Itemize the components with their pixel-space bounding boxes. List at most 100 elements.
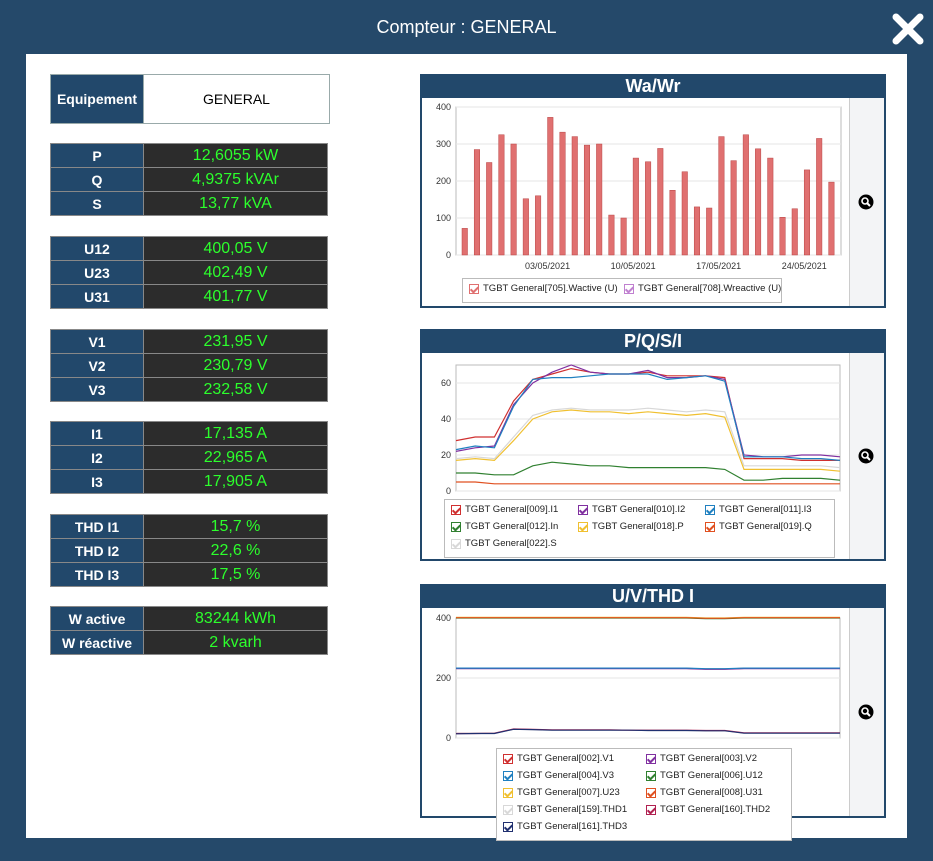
measurement-label: P (51, 144, 143, 167)
legend-checkbox[interactable] (578, 521, 588, 532)
zoom-icon (858, 194, 874, 210)
legend-checkbox[interactable] (646, 753, 656, 764)
measurement-row: THD I3 17,5 % (50, 562, 328, 587)
legend-checkbox[interactable] (503, 770, 513, 781)
series-line (455, 407, 841, 469)
measurement-value: 17,905 A (143, 470, 327, 493)
legend-item[interactable]: TGBT General[012].In (451, 521, 558, 532)
main-content: Equipement GENERAL P 12,6055 kW Q 4,9375 kV… (26, 54, 907, 841)
legend-label: TGBT General[004].V3 (517, 770, 614, 781)
chart-title: P/Q/S/I (623, 331, 683, 351)
chart-legend: TGBT General[002].V1 TGBT General[003].V2… (496, 748, 792, 841)
measurement-value: 22,6 % (143, 539, 327, 562)
legend-item[interactable]: TGBT General[007].U23 (503, 787, 620, 798)
legend-checkbox[interactable] (451, 504, 461, 515)
legend-checkbox[interactable] (624, 283, 634, 294)
x-tick-label: 17/05/2021 (696, 261, 741, 271)
legend-checkbox[interactable] (451, 538, 461, 549)
equipement-label: Equipement (51, 75, 143, 123)
measurement-value: 22,965 A (143, 446, 327, 469)
legend-label: TGBT General[708].Wreactive (U) (638, 283, 782, 294)
measurement-value: 12,6055 kW (143, 144, 327, 167)
uv-thd-chart: 0 200 400 (436, 613, 841, 743)
close-button[interactable] (891, 12, 925, 46)
legend-checkbox[interactable] (503, 821, 513, 832)
bar (461, 228, 468, 256)
legend-checkbox[interactable] (503, 787, 513, 798)
y-tick-label: 0 (446, 733, 451, 743)
wa-wr-chart: 0 100 200 300 400 03/05/2021 10/05/2021 17/05/2… (436, 102, 842, 271)
series-line (456, 461, 841, 481)
y-tick-label: 0 (446, 250, 451, 260)
legend-item[interactable]: TGBT General[019].Q (705, 521, 812, 532)
legend-item[interactable]: TGBT General[159].THD1 (503, 804, 627, 815)
legend-checkbox[interactable] (503, 753, 513, 764)
legend-label: TGBT General[006].U12 (660, 770, 763, 781)
zoom-icon (858, 448, 874, 464)
legend-checkbox[interactable] (451, 521, 461, 532)
legend-checkbox[interactable] (469, 283, 479, 294)
zoom-button[interactable] (849, 608, 884, 816)
measurement-row: V3 232,58 V (50, 377, 328, 402)
measurement-value: 83244 kWh (143, 607, 327, 630)
bar (510, 143, 517, 256)
measurement-row: I1 17,135 A (50, 421, 328, 446)
measurement-value: 231,95 V (143, 330, 327, 353)
y-tick-label: 200 (436, 673, 451, 683)
legend-label: TGBT General[008].U31 (660, 787, 763, 798)
legend-item[interactable]: TGBT General[006].U12 (646, 770, 763, 781)
series-line (456, 667, 840, 670)
legend-checkbox[interactable] (705, 521, 715, 532)
legend-item[interactable]: TGBT General[705].Wactive (U) (469, 283, 618, 294)
zoom-button[interactable] (849, 98, 884, 306)
legend-item[interactable]: TGBT General[002].V1 (503, 753, 614, 764)
legend-checkbox[interactable] (578, 504, 588, 515)
legend-item[interactable]: TGBT General[011].I3 (705, 504, 812, 515)
zoom-button[interactable] (849, 353, 884, 559)
legend-checkbox[interactable] (646, 804, 656, 815)
legend-label: TGBT General[002].V1 (517, 753, 614, 764)
legend-item[interactable]: TGBT General[008].U31 (646, 787, 763, 798)
legend-checkbox[interactable] (646, 770, 656, 781)
y-tick-label: 100 (436, 213, 451, 223)
measurement-value: 13,77 kVA (143, 192, 327, 215)
series-line (455, 367, 840, 462)
measurement-label: THD I3 (51, 563, 143, 586)
legend-item[interactable]: TGBT General[161].THD3 (503, 821, 627, 832)
legend-label: TGBT General[159].THD1 (517, 804, 628, 815)
legend-label: TGBT General[012].In (465, 521, 559, 532)
measurement-label: W réactive (51, 631, 143, 654)
bar (755, 148, 762, 256)
measurement-row: U31 401,77 V (50, 284, 328, 309)
legend-item[interactable]: TGBT General[010].I2 (578, 504, 685, 515)
legend-item[interactable]: TGBT General[003].V2 (646, 753, 757, 764)
legend-label: TGBT General[161].THD3 (517, 821, 628, 832)
legend-item[interactable]: TGBT General[022].S (451, 538, 557, 549)
legend-item[interactable]: TGBT General[018].P (578, 521, 684, 532)
measurement-row: V2 230,79 V (50, 353, 328, 378)
measurement-value: 401,77 V (143, 285, 327, 308)
bar (767, 157, 774, 256)
legend-label: TGBT General[011].I3 (719, 504, 812, 515)
legend-checkbox[interactable] (646, 787, 656, 798)
measurement-group: U12 400,05 V U23 402,49 V U31 401,77 V (50, 236, 328, 309)
window-title: Compteur : GENERAL (376, 17, 557, 37)
legend-item[interactable]: TGBT General[708].Wreactive (U) (624, 283, 781, 294)
pqsi-chart: 0 20 40 60 (441, 364, 841, 496)
x-tick-label: 24/05/2021 (782, 261, 827, 271)
legend-checkbox[interactable] (705, 504, 715, 515)
series-line (456, 481, 840, 485)
measurement-value: 17,135 A (143, 422, 327, 445)
equipement-value: GENERAL (143, 75, 329, 123)
measurement-group: V1 231,95 V V2 230,79 V V3 232,58 V (50, 329, 328, 402)
measurement-label: THD I1 (51, 515, 143, 538)
bar (718, 136, 725, 256)
chart-panel-wa-wr: Wa/Wr 0 100 200 300 400 03/05/2021 10/05/2021 1… (420, 74, 886, 308)
measurement-row: W réactive 2 kvarh (50, 630, 328, 655)
legend-checkbox[interactable] (503, 804, 513, 815)
legend-item[interactable]: TGBT General[009].I1 (451, 504, 558, 515)
legend-item[interactable]: TGBT General[004].V3 (503, 770, 614, 781)
measurement-label: Q (51, 168, 143, 191)
bar (596, 143, 603, 256)
legend-item[interactable]: TGBT General[160].THD2 (646, 804, 770, 815)
